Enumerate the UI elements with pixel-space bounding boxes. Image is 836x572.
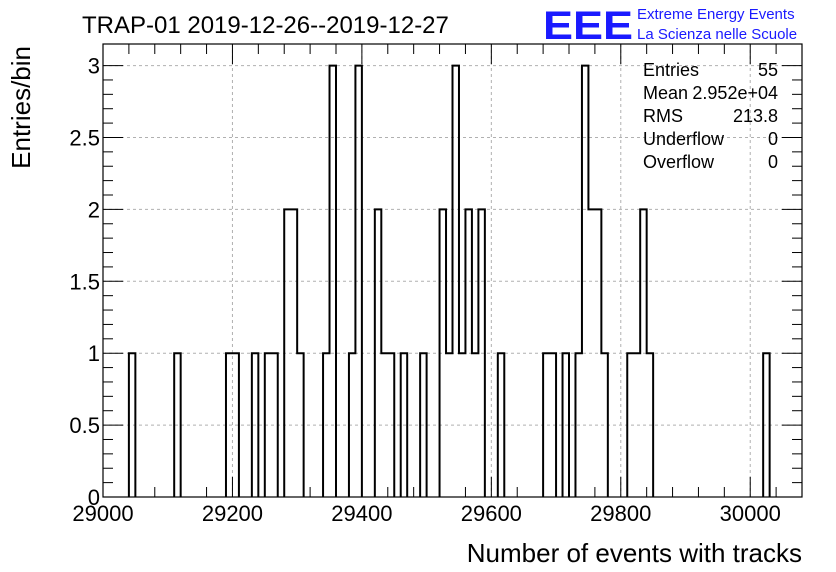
x-tick-label: 29800 <box>590 501 651 526</box>
x-tick-label: 29000 <box>72 501 133 526</box>
x-tick-label: 29600 <box>461 501 522 526</box>
x-tick-label: 30000 <box>720 501 781 526</box>
histogram-bars <box>127 64 771 497</box>
y-tick-label: 0.5 <box>69 413 100 438</box>
histogram-outline <box>127 64 771 497</box>
stats-label: Entries <box>643 60 699 80</box>
axis-ticks <box>102 44 803 498</box>
stats-label: Overflow <box>643 152 715 172</box>
stats-label: Mean <box>643 83 688 103</box>
eee-logo-line2: La Scienza nelle Scuole <box>637 26 797 43</box>
stats-value: 55 <box>758 60 778 80</box>
stats-box: Entries 55 Mean 2.952e+04 RMS 213.8 Underflow 0… <box>643 60 778 172</box>
y-tick-label: 2 <box>88 197 100 222</box>
y-tick-label: 2.5 <box>69 125 100 150</box>
y-tick-label: 0 <box>88 485 100 510</box>
eee-logo: EEE Extreme Energy Events La Scienza nel… <box>543 4 797 48</box>
stats-value: 2.952e+04 <box>692 83 778 103</box>
y-axis-label: Entries/bin <box>6 46 36 169</box>
x-tick-label: 29400 <box>331 501 392 526</box>
x-tick-labels: 29000 29200 29400 29600 29800 30000 <box>72 501 780 526</box>
eee-logo-line1: Extreme Energy Events <box>637 6 795 23</box>
stats-value: 0 <box>768 129 778 149</box>
stats-label: Underflow <box>643 129 725 149</box>
stats-label: RMS <box>643 106 683 126</box>
y-tick-labels: 0 0.5 1 1.5 2 2.5 3 <box>69 54 100 510</box>
y-tick-label: 3 <box>88 54 100 79</box>
plot-frame <box>102 43 803 498</box>
y-tick-label: 1 <box>88 341 100 366</box>
stats-value: 0 <box>768 152 778 172</box>
stats-value: 213.8 <box>733 106 778 126</box>
chart-title: TRAP-01 2019-12-26--2019-12-27 <box>82 12 449 39</box>
x-tick-label: 29200 <box>202 501 263 526</box>
x-axis-label: Number of events with tracks <box>467 538 802 568</box>
y-tick-label: 1.5 <box>69 269 100 294</box>
eee-logo-mark: EEE <box>543 4 633 48</box>
